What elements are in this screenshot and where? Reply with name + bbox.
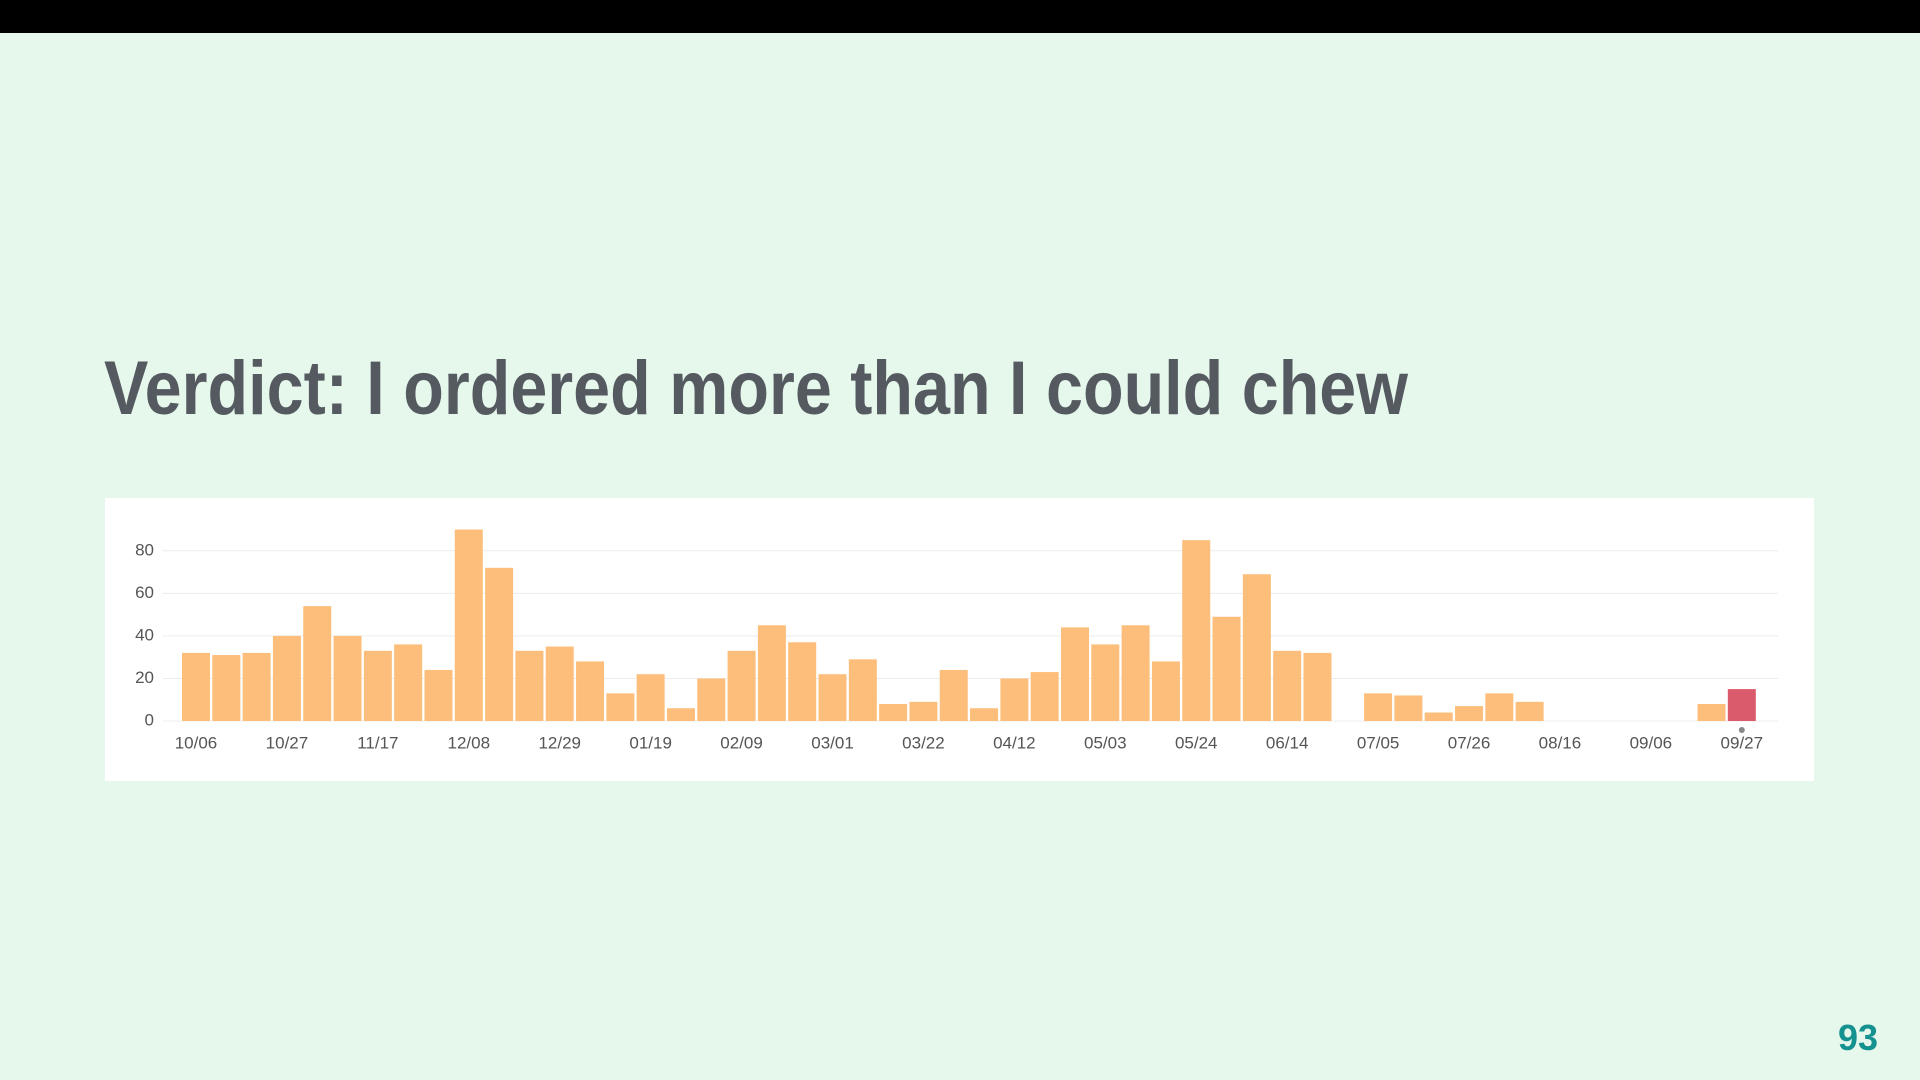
bar [970, 708, 999, 721]
bar [697, 678, 726, 721]
x-tick-label: 03/01 [811, 733, 854, 752]
bar [545, 646, 574, 721]
page-number: 93 [1838, 1017, 1878, 1058]
bar [1727, 689, 1756, 721]
bar [363, 650, 392, 721]
current-marker [1738, 727, 1745, 733]
x-tick-label: 07/05 [1357, 733, 1400, 752]
bar [303, 606, 332, 721]
y-tick-label: 40 [135, 625, 154, 644]
y-tick-label: 20 [135, 668, 154, 687]
bar [1424, 712, 1453, 721]
top-band [0, 0, 1920, 33]
x-tick-label: 10/27 [266, 733, 309, 752]
bar [333, 635, 362, 721]
bar [1121, 625, 1150, 721]
bar [1212, 616, 1241, 721]
x-tick-label: 04/12 [993, 733, 1036, 752]
x-tick-label: 01/19 [629, 733, 672, 752]
bar [212, 655, 241, 721]
x-tick-label: 10/06 [175, 733, 218, 752]
x-tick-label: 05/24 [1175, 733, 1218, 752]
x-tick-label: 08/16 [1539, 733, 1582, 752]
bar [1000, 678, 1029, 721]
bar [454, 529, 483, 721]
bar [606, 693, 635, 721]
bar [1151, 661, 1180, 721]
chart-panel [105, 498, 1814, 781]
bar [1060, 627, 1089, 721]
bar [1364, 693, 1393, 721]
bar [757, 625, 786, 721]
bar [1455, 706, 1484, 721]
bar [727, 650, 756, 721]
y-tick-label: 0 [145, 710, 154, 729]
x-tick-label: 09/27 [1721, 733, 1764, 752]
x-tick-label: 03/22 [902, 733, 945, 752]
bar [636, 674, 665, 721]
bar [818, 674, 847, 721]
x-tick-label: 06/14 [1266, 733, 1309, 752]
slide-title: Verdict: I ordered more than I could che… [104, 346, 1409, 431]
bar [879, 703, 908, 721]
bar [515, 650, 544, 721]
bar [1030, 672, 1059, 721]
bar [242, 652, 271, 721]
bar [1242, 574, 1271, 721]
x-tick-label: 09/06 [1630, 733, 1673, 752]
bar [485, 567, 514, 721]
bar [848, 659, 877, 721]
bar [909, 701, 938, 721]
x-tick-label: 12/29 [538, 733, 581, 752]
x-tick-label: 11/17 [357, 733, 398, 752]
bar [1394, 695, 1423, 721]
bar [272, 635, 301, 721]
x-tick-label: 05/03 [1084, 733, 1127, 752]
bar [424, 669, 453, 721]
bar [1273, 650, 1302, 721]
bar [1697, 703, 1726, 721]
bar [939, 669, 968, 721]
bar [1515, 701, 1544, 721]
bar [788, 642, 817, 721]
y-tick-label: 80 [135, 540, 154, 559]
bar [1485, 693, 1514, 721]
bar [182, 652, 210, 721]
x-tick-label: 12/08 [448, 733, 491, 752]
y-tick-label: 60 [135, 583, 154, 602]
bar [1091, 644, 1120, 721]
bar [576, 661, 605, 721]
bar [1303, 652, 1332, 721]
bar [394, 644, 423, 721]
bar [1182, 540, 1211, 721]
x-tick-label: 07/26 [1448, 733, 1491, 752]
x-tick-label: 02/09 [720, 733, 763, 752]
bar [666, 708, 695, 721]
chart: 0 20 40 60 80 10/06 10/27 11/17 12/08 12/29 01/19 0… [135, 529, 1778, 752]
